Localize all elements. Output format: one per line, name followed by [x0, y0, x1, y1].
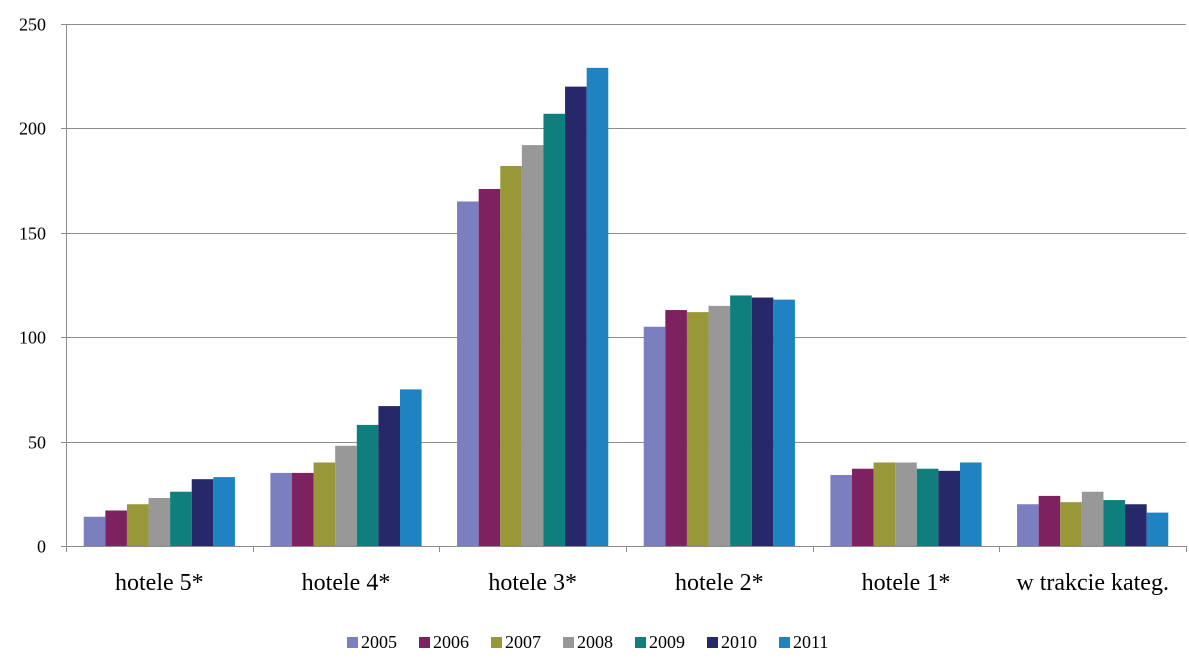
bar-2010-5: [1125, 504, 1147, 546]
legend-swatch: [347, 637, 358, 648]
bar-2005-0: [83, 516, 106, 546]
legend-item-2010: 2010: [707, 632, 757, 652]
legend-item-2007: 2007: [491, 632, 541, 652]
bar-2006-0: [105, 510, 127, 546]
y-tick-label: 200: [19, 119, 46, 139]
legend-label: 2007: [505, 632, 541, 652]
legend-swatch: [779, 637, 790, 648]
bar-2008-3: [708, 305, 731, 546]
bar-2005-1: [270, 472, 292, 546]
bar-2010-0: [191, 479, 214, 546]
legend-label: 2008: [577, 632, 613, 652]
legend-label: 2011: [793, 632, 828, 652]
legend-label: 2005: [361, 632, 397, 652]
bar-2009-3: [730, 295, 752, 546]
bar-2010-4: [938, 470, 960, 546]
bar-2010-3: [751, 297, 774, 546]
legend-swatch: [419, 637, 430, 648]
bar-2011-2: [586, 67, 609, 547]
bar-2007-4: [873, 462, 896, 546]
bar-2009-4: [916, 468, 939, 546]
bars: [83, 67, 1169, 547]
bar-2006-5: [1038, 495, 1061, 546]
bar-2007-1: [313, 462, 336, 546]
bar-2006-3: [665, 310, 687, 546]
bar-2007-0: [126, 504, 149, 546]
x-category-label: hotele 5*: [115, 570, 204, 596]
legend-item-2011: 2011: [779, 632, 828, 652]
legend-item-2005: 2005: [347, 632, 397, 652]
axis-labels: 0 50 100 150 200 250 hotele 5* hotele 4* hotele …: [19, 15, 1169, 597]
bar-2005-4: [830, 475, 852, 546]
x-category-label: hotele 2*: [675, 570, 764, 596]
bar-2008-4: [895, 462, 917, 546]
bar-2006-4: [852, 468, 874, 546]
bar-2011-1: [400, 389, 422, 546]
legend-label: 2010: [721, 632, 757, 652]
legend-swatch: [707, 637, 718, 648]
bar-2008-1: [335, 445, 357, 546]
bar-2005-5: [1017, 504, 1039, 546]
y-tick-label: 150: [19, 224, 46, 244]
y-tick-label: 0: [37, 537, 46, 557]
bar-2008-2: [521, 145, 544, 546]
legend-swatch: [635, 637, 646, 648]
bar-2009-2: [543, 113, 566, 546]
bar-2009-1: [356, 424, 379, 546]
bar-2011-3: [773, 299, 795, 546]
legend-label: 2006: [433, 632, 469, 652]
axes: [61, 24, 1187, 552]
bar-2008-5: [1081, 491, 1104, 546]
bar-2005-3: [643, 326, 666, 546]
bar-2007-2: [500, 165, 522, 546]
y-tick-label: 50: [28, 433, 46, 453]
bar-2007-5: [1060, 502, 1082, 546]
bar-2011-4: [960, 462, 982, 546]
legend-label: 2009: [649, 632, 685, 652]
bar-2008-0: [148, 497, 171, 546]
bar-2007-3: [686, 312, 709, 546]
bar-2011-5: [1146, 512, 1169, 546]
x-category-label: hotele 3*: [488, 570, 577, 596]
x-category-label: w trakcie kateg.: [1016, 570, 1169, 596]
x-category-label: hotele 4*: [302, 570, 391, 596]
bar-2010-1: [378, 406, 400, 546]
bar-2005-2: [457, 201, 479, 547]
legend: 2005 2006 2007 2008 2009 2010 2011: [347, 632, 828, 652]
bar-2006-2: [478, 188, 501, 546]
legend-swatch: [563, 637, 574, 648]
bar-2009-5: [1103, 500, 1126, 546]
bar-2009-0: [170, 491, 192, 546]
bar-2011-0: [213, 477, 235, 546]
legend-item-2009: 2009: [635, 632, 685, 652]
gridlines: [66, 24, 1186, 443]
bar-2010-2: [565, 86, 587, 546]
x-category-label: hotele 1*: [862, 570, 951, 596]
y-tick-label: 250: [19, 15, 46, 35]
legend-item-2006: 2006: [419, 632, 469, 652]
legend-swatch: [491, 637, 502, 648]
y-tick-label: 100: [19, 328, 46, 348]
bar-2006-1: [292, 472, 314, 546]
legend-item-2008: 2008: [563, 632, 613, 652]
